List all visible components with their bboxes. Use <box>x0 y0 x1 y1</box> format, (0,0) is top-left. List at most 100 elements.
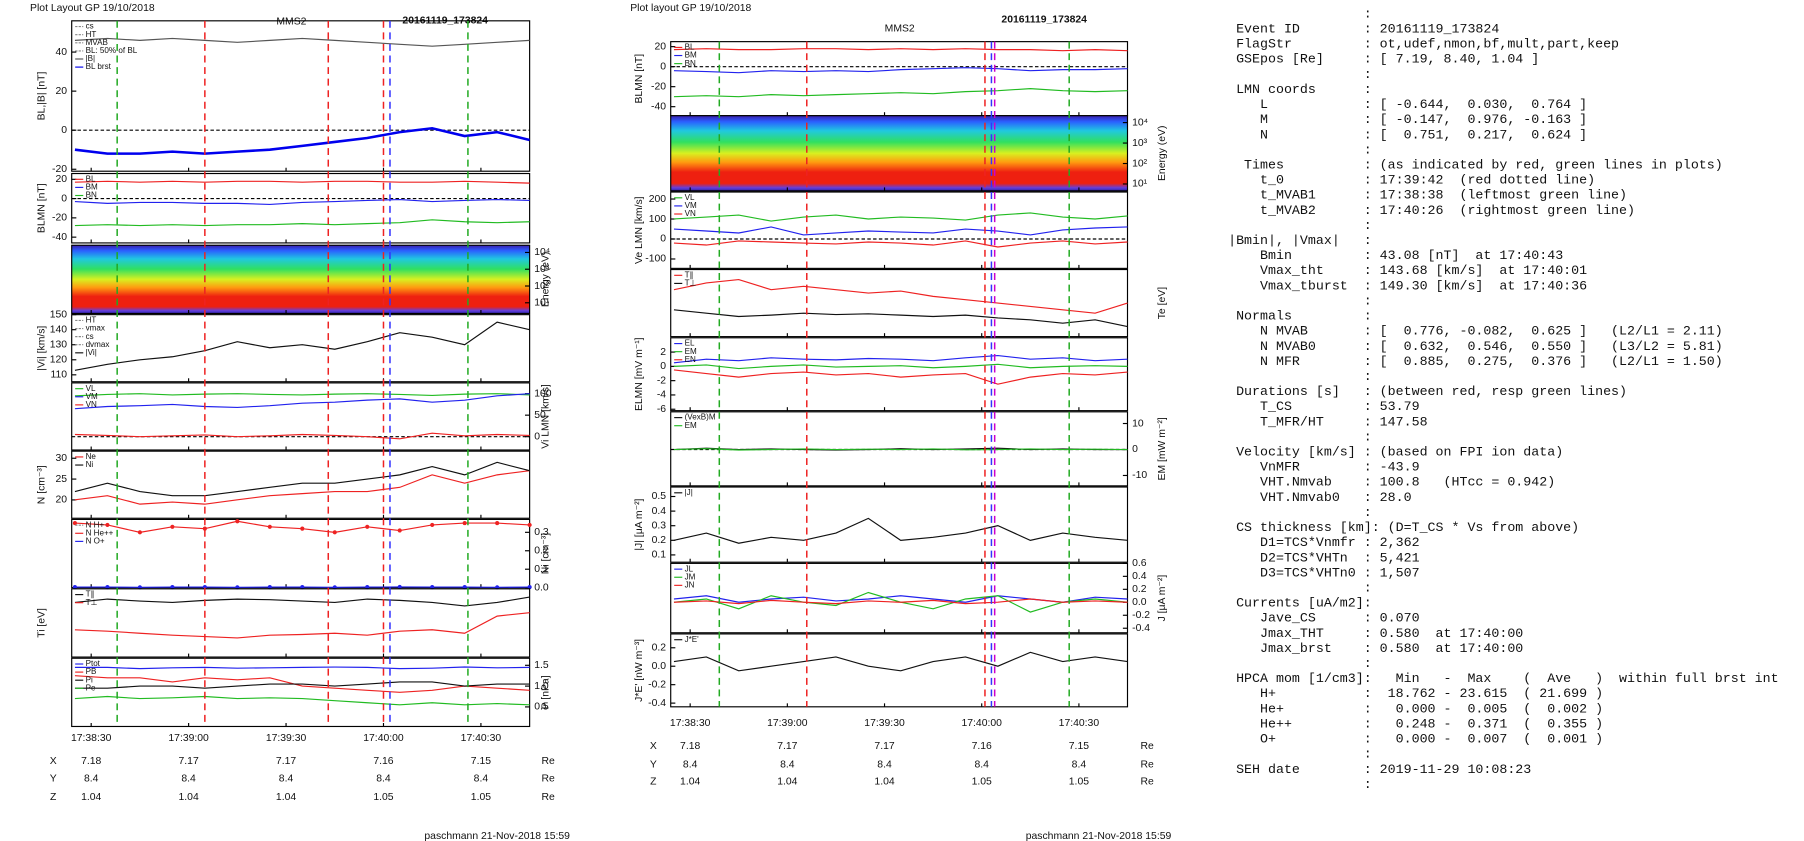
y-tick-label: 130 <box>50 339 68 350</box>
y-tick-label: 20 <box>56 495 68 506</box>
summary-line: : <box>1228 218 1372 233</box>
y-axis-label: J*E' [nW m⁻³] <box>634 639 645 702</box>
orbit-value: 7.18 <box>680 741 700 752</box>
summary-line: N MVAB0 : [ 0.632, 0.546, 0.550 ] (L3/L2… <box>1228 339 1723 354</box>
trace <box>673 309 1128 328</box>
orbit-value: 1.04 <box>179 792 199 803</box>
summary-line: Jave_CS : 0.070 <box>1228 611 1419 626</box>
y-tick-label: 1.0 <box>534 681 549 692</box>
summary-line: T_MFR/HT : 147.58 <box>1228 414 1427 429</box>
y-tick-label: 0 <box>1132 444 1138 455</box>
y-tick-label: 0.2 <box>534 546 549 557</box>
panel-frame <box>71 588 531 658</box>
summary-line: VHT.Nmvab0 : 28.0 <box>1228 490 1412 505</box>
x-tick-label: 17:40:30 <box>461 733 502 744</box>
orbit-value: 8.4 <box>780 759 795 770</box>
orbit-value: 7.18 <box>81 756 101 767</box>
plot-header: Plot layout GP 19/10/2018 <box>630 3 751 14</box>
summary-line: |Bmin|, |Vmax| : <box>1228 233 1372 248</box>
trace <box>673 240 1128 248</box>
y-tick-label: 10¹ <box>534 298 550 309</box>
summary-line: D1=TCS*Vnmfr : 2,362 <box>1228 535 1419 550</box>
legend-label: Ni <box>86 460 94 469</box>
data-point <box>105 522 110 528</box>
footer: paschmann 21-Nov-2018 15:59 <box>1026 831 1172 841</box>
orbit-unit: Re <box>1141 759 1155 770</box>
panel-frame <box>670 562 1129 634</box>
y-axis-label: Energy (eV) <box>1157 126 1168 181</box>
orbit-value: 1.04 <box>276 792 296 803</box>
y-tick-label: 0.3 <box>652 520 667 531</box>
trace <box>74 126 530 155</box>
legend-label: BM <box>685 51 697 60</box>
event-id: 20161119_173824 <box>1001 14 1087 25</box>
y-axis-label: P [nPa] <box>541 675 552 709</box>
summary-line: LMN coords : <box>1228 82 1372 97</box>
trace <box>673 598 1128 605</box>
trace <box>74 180 530 184</box>
x-tick-label: 17:39:00 <box>767 718 808 729</box>
x-tick-label: 17:38:30 <box>670 718 711 729</box>
summary-line: VHT.Nmvab : 100.8 (HTcc = 0.942) <box>1228 475 1555 490</box>
summary-line: SEH date : 2019-11-29 10:08:23 <box>1228 762 1531 777</box>
legend-label: BN <box>685 59 696 68</box>
data-point <box>300 526 305 531</box>
data-point <box>72 585 78 590</box>
y-tick-label: -100 <box>645 254 666 265</box>
y-tick-label: 10 <box>1132 418 1144 429</box>
legend-label: BL: 50% of BL <box>86 46 138 55</box>
summary-line: t_0 : 17:39:42 (red dotted line) <box>1228 173 1595 188</box>
data-point <box>202 526 207 531</box>
y-axis-label: N [cm⁻³] <box>36 465 47 504</box>
summary-line: T_CS : 53.79 <box>1228 399 1419 414</box>
y-tick-label: 0.3 <box>534 527 549 538</box>
data-point <box>527 522 532 528</box>
summary-line: He+ : 0.000 - 0.005 ( 0.002 ) <box>1228 701 1603 716</box>
orbit-value: 8.4 <box>877 759 892 770</box>
summary-line: HPCA mom [1/cm3]: Min - Max ( Ave ) with… <box>1228 671 1778 686</box>
y-tick-label: 10³ <box>1132 138 1148 149</box>
summary-line: Bmin : 43.08 [nT] at 17:40:43 <box>1228 248 1563 263</box>
data-point <box>430 585 435 590</box>
y-tick-label: 1.5 <box>534 660 549 671</box>
y-tick-label: 100 <box>649 214 667 225</box>
y-axis-label: Ni [cm⁻³] <box>541 533 552 574</box>
summary-line: M : [ -0.147, 0.976, -0.163 ] <box>1228 112 1587 127</box>
y-axis-label: EM [mW m⁻²] <box>1157 417 1168 480</box>
x-tick-label: 17:39:30 <box>266 733 307 744</box>
y-tick-label: 10³ <box>534 264 550 275</box>
legend-label: Pi <box>86 675 93 684</box>
legend-label: JL <box>685 564 694 573</box>
trace <box>673 88 1128 98</box>
trace <box>74 666 530 670</box>
y-axis-label: Te [eV] <box>1157 287 1168 319</box>
orbit-unit: Re <box>541 756 555 767</box>
orbit-label: Y <box>650 759 657 770</box>
y-tick-label: -10 <box>1132 470 1147 481</box>
legend-label: cs <box>86 22 94 31</box>
summary-line: D3=TCS*VHTn0 : 1,507 <box>1228 565 1419 580</box>
orbit-unit: Re <box>1141 741 1155 752</box>
panel-frame <box>71 172 531 244</box>
legend-label: HT <box>86 316 97 325</box>
y-tick-label: 20 <box>56 86 68 97</box>
trace <box>74 432 530 440</box>
orbit-label: Z <box>50 792 57 803</box>
panel-frame <box>71 450 531 519</box>
y-tick-label: 0.4 <box>1132 571 1147 582</box>
summary-line: Durations [s] : (between red, resp green… <box>1228 384 1627 399</box>
orbit-value: 8.4 <box>181 773 196 784</box>
y-tick-label: 10⁴ <box>1132 117 1148 128</box>
panel-frame <box>670 337 1129 412</box>
legend-label: Ptot <box>86 659 101 668</box>
x-tick-label: 17:40:00 <box>363 733 404 744</box>
data-point <box>397 528 402 533</box>
y-tick-label: 0 <box>534 431 540 442</box>
orbit-label: X <box>650 741 657 752</box>
orbit-value: 8.4 <box>1072 759 1087 770</box>
legend-label: BL <box>86 174 96 183</box>
legend-label: N H+ <box>86 520 105 529</box>
orbit-value: 7.17 <box>179 756 199 767</box>
legend-label: T⊥ <box>86 598 98 607</box>
